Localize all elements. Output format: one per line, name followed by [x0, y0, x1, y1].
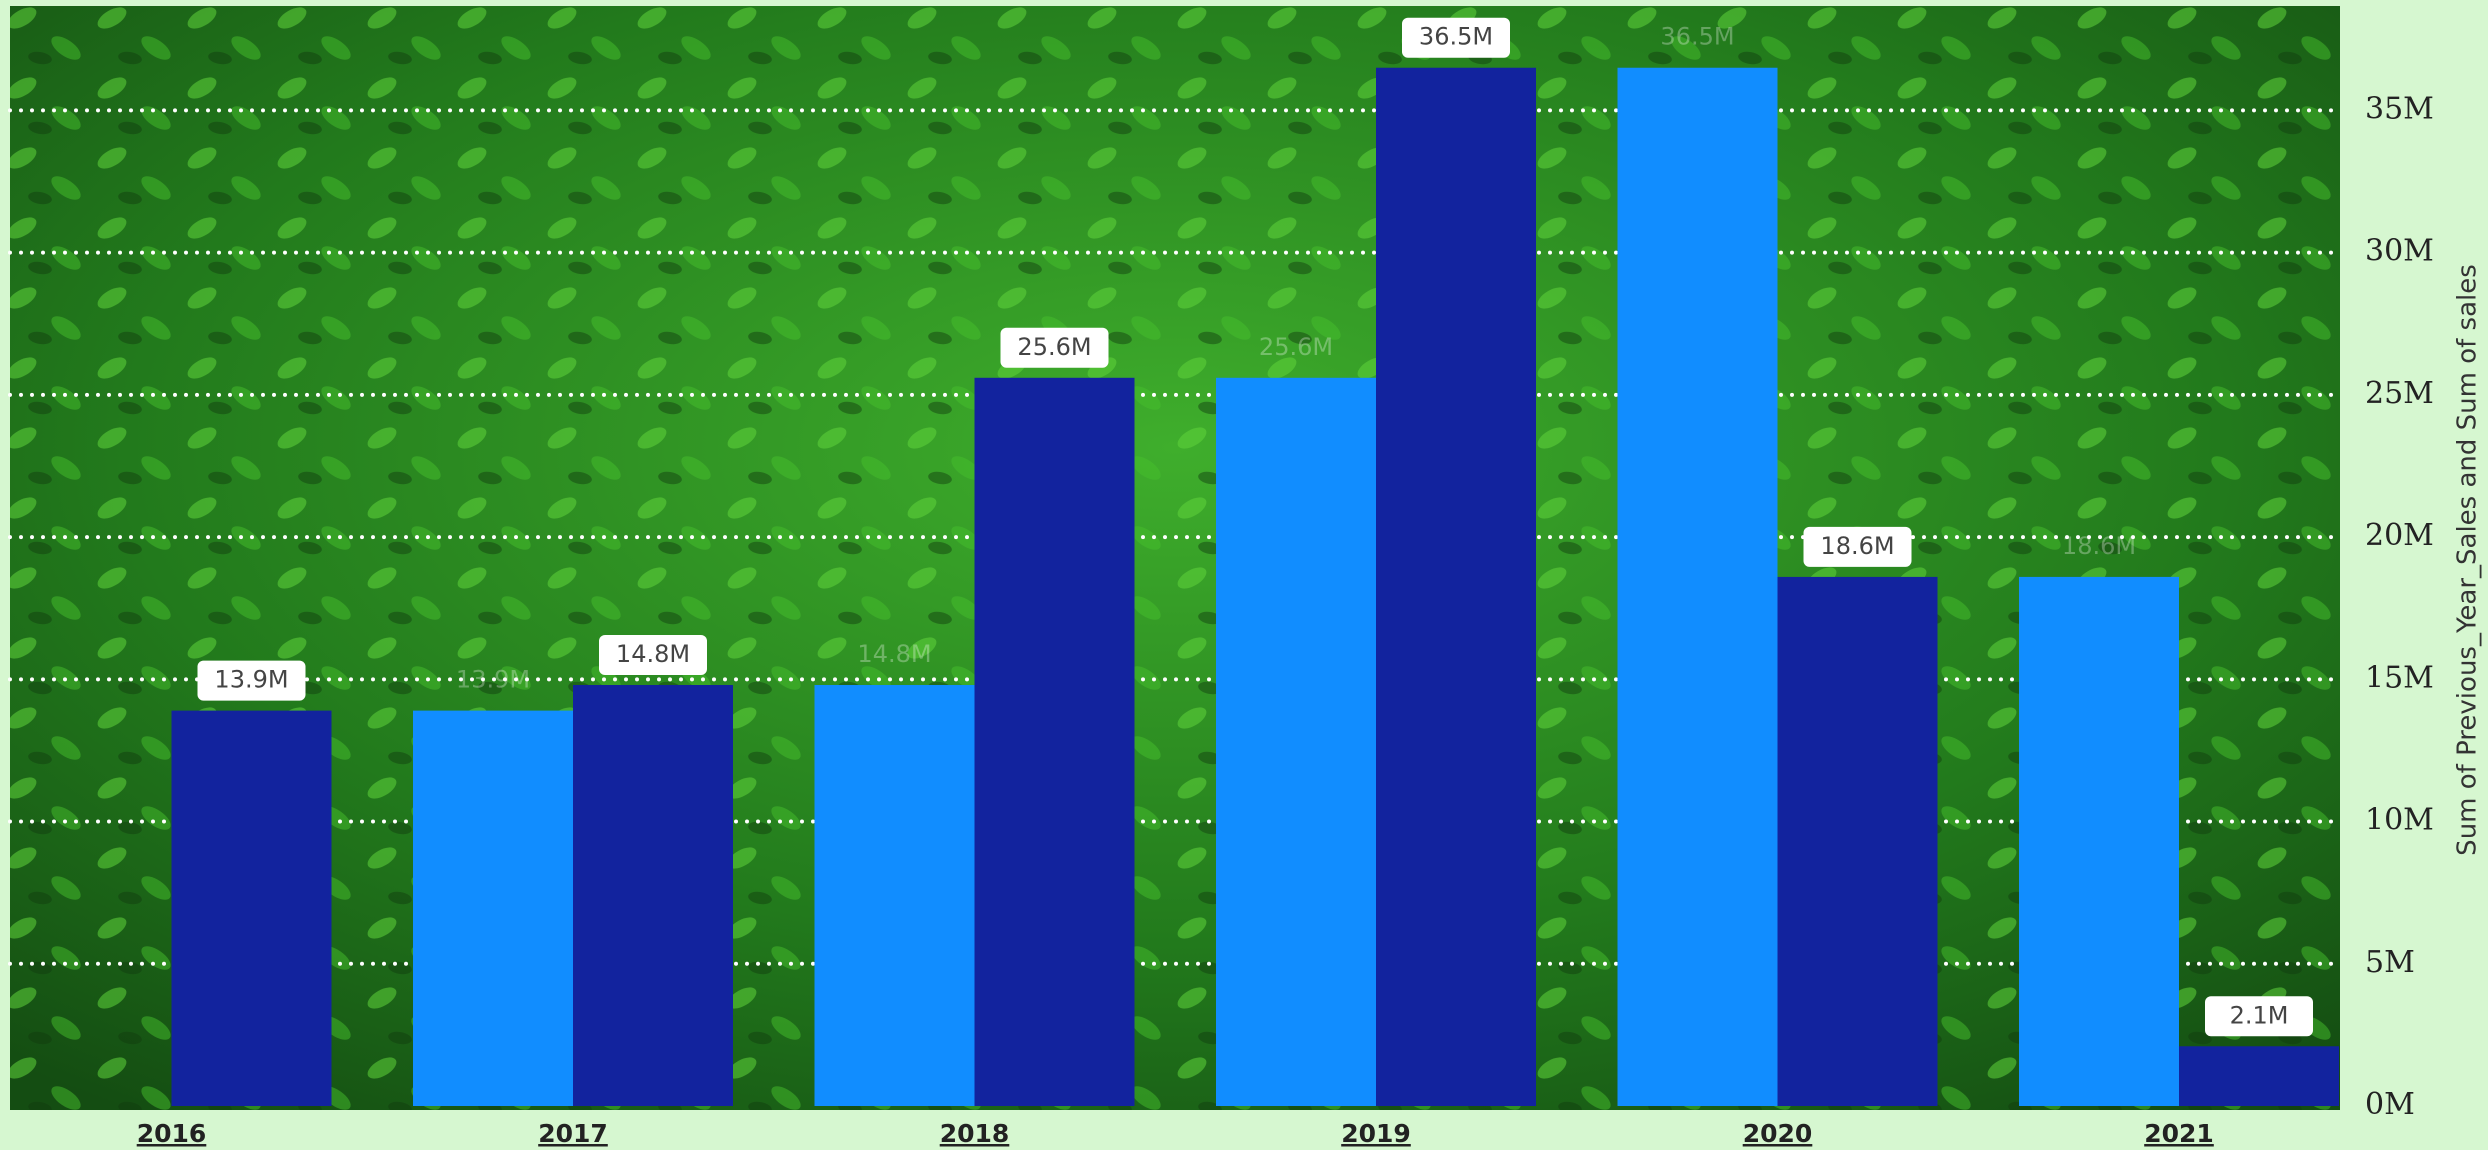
bar	[2179, 1046, 2339, 1106]
bar	[974, 377, 1135, 1107]
bar	[1376, 67, 1536, 1107]
x-tick-label: 2020	[1743, 1119, 1813, 1148]
data-label: 36.5M	[1660, 23, 1734, 51]
plot-texture	[10, 6, 2340, 1110]
data-label: 18.6M	[2062, 532, 2136, 560]
data-label: 18.6M	[1820, 532, 1894, 560]
data-label: 14.8M	[616, 640, 690, 668]
data-label: 2.1M	[2230, 1001, 2289, 1029]
data-label: 36.5M	[1419, 23, 1493, 51]
data-label: 25.6M	[1017, 333, 1091, 361]
bar	[1216, 377, 1376, 1107]
y-tick-label: 25M	[2365, 376, 2434, 411]
data-label: 13.9M	[214, 666, 288, 694]
bar	[171, 710, 332, 1106]
y-tick-label: 20M	[2365, 518, 2434, 553]
y-tick-label: 35M	[2365, 91, 2434, 126]
y-tick-label: 15M	[2365, 660, 2434, 695]
bar	[1777, 576, 1938, 1106]
data-label-box	[1402, 17, 1510, 58]
bar	[413, 710, 573, 1106]
x-tick-label: 2016	[137, 1119, 207, 1148]
bar	[573, 685, 733, 1106]
bar	[2019, 576, 2179, 1106]
bar	[1617, 67, 1778, 1107]
data-label-box	[1000, 327, 1109, 368]
x-tick-label: 2019	[1341, 1119, 1411, 1148]
y-tick-label: 30M	[2365, 234, 2434, 269]
y-tick-label: 5M	[2365, 945, 2415, 980]
data-label: 14.8M	[857, 640, 931, 668]
y-tick-label: 0M	[2365, 1087, 2415, 1122]
y-axis-title: Sum of Previous_Year_Sales and Sum of sa…	[2453, 264, 2483, 856]
data-label-box	[197, 660, 306, 701]
data-label-box	[2205, 996, 2313, 1037]
x-tick-label: 2018	[940, 1119, 1010, 1148]
x-tick-label: 2021	[2144, 1119, 2214, 1148]
data-label: 13.9M	[456, 666, 530, 694]
x-tick-label: 2017	[538, 1119, 608, 1148]
data-label-box	[1803, 526, 1912, 567]
data-label: 25.6M	[1259, 333, 1333, 361]
data-label-box	[599, 635, 707, 676]
y-tick-label: 10M	[2365, 803, 2434, 838]
bar	[814, 685, 975, 1106]
